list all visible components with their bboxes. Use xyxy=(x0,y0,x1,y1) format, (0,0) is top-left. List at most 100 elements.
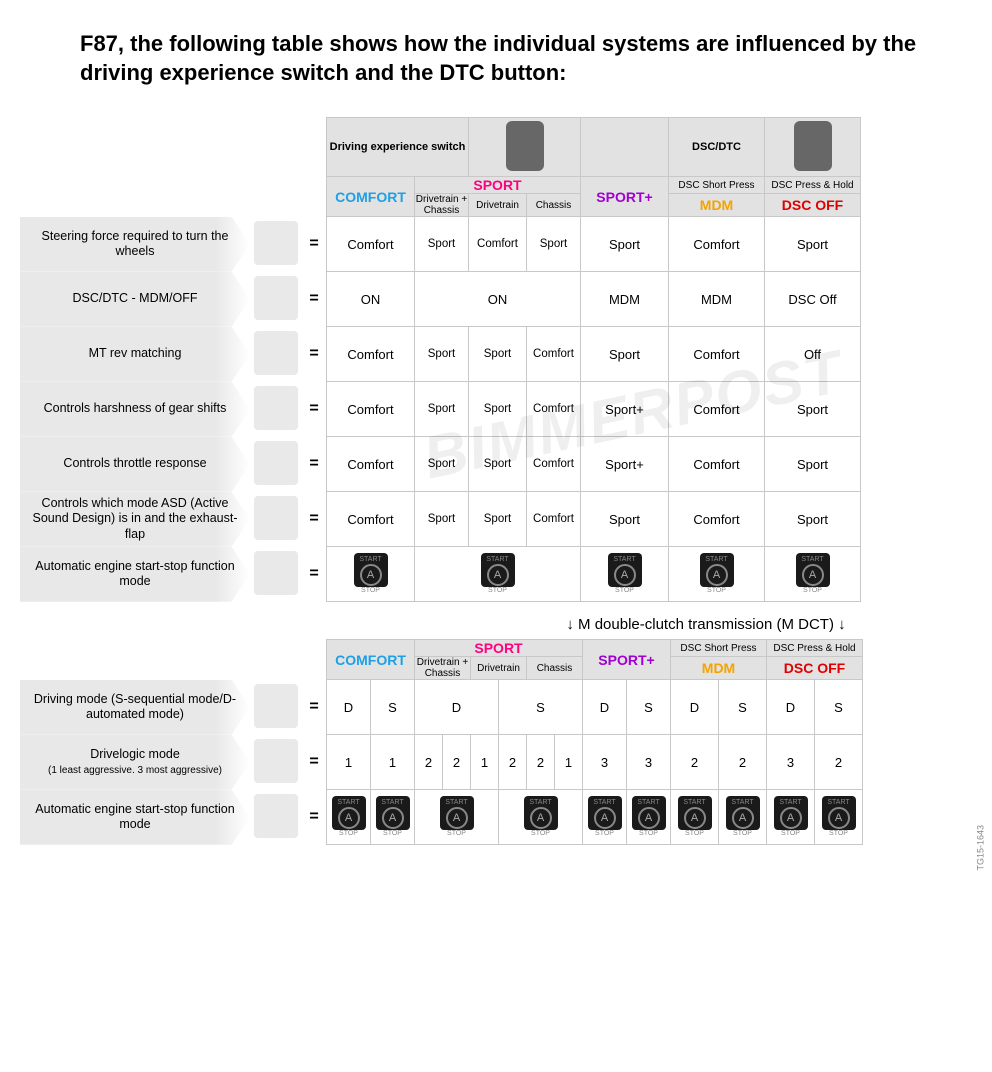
table-cell: MDM xyxy=(669,272,765,327)
dct-col-comfort: COMFORT xyxy=(335,652,406,668)
col-sport-sub3: Chassis xyxy=(527,194,581,217)
start-stop-icon: STARTASTOP xyxy=(678,796,712,830)
equals: = xyxy=(302,680,327,735)
table-cell: 2 xyxy=(499,735,527,790)
table-cell: Sport xyxy=(581,327,669,382)
table-cell: 1 xyxy=(555,735,583,790)
col-dsc-hold: DSC Press & Hold xyxy=(765,180,860,191)
table-cell: Comfort xyxy=(527,327,581,382)
table-cell: Sport+ xyxy=(581,437,669,492)
table-cell: Sport xyxy=(415,492,469,547)
row-label: DSC/DTC - MDM/OFF xyxy=(20,272,250,327)
table-cell: 3 xyxy=(627,735,671,790)
start-stop-icon: STARTASTOP xyxy=(332,796,366,830)
start-stop-icon: STARTASTOP xyxy=(440,796,474,830)
table-cell: Sport xyxy=(765,217,861,272)
equals: = xyxy=(302,217,327,272)
table-cell: Comfort xyxy=(669,492,765,547)
row-label: Automatic engine start-stop function mod… xyxy=(20,547,250,602)
table-cell: Comfort xyxy=(327,437,415,492)
table-cell: Sport+ xyxy=(581,382,669,437)
component-icon xyxy=(254,739,298,783)
start-stop-icon: STARTASTOP xyxy=(822,796,856,830)
table-cell: S xyxy=(815,680,863,735)
table-cell: STARTASTOP xyxy=(415,547,581,602)
side-code: TG15-1643 xyxy=(976,825,986,871)
row-label: Controls harshness of gear shifts xyxy=(20,382,250,437)
component-icon xyxy=(254,794,298,838)
table-cell: Comfort xyxy=(327,492,415,547)
table-cell: Sport xyxy=(765,492,861,547)
equals: = xyxy=(302,492,327,547)
table-cell: Comfort xyxy=(327,327,415,382)
equals: = xyxy=(302,547,327,602)
component-icon xyxy=(254,441,298,485)
table-cell: STARTASTOP xyxy=(719,790,767,845)
table-cell: Comfort xyxy=(669,327,765,382)
table-cell: 2 xyxy=(815,735,863,790)
table-cell: 3 xyxy=(767,735,815,790)
table-cell: STARTASTOP xyxy=(371,790,415,845)
col-comfort: COMFORT xyxy=(335,189,406,205)
component-icon xyxy=(254,331,298,375)
table-cell: 2 xyxy=(719,735,767,790)
start-stop-icon: STARTASTOP xyxy=(376,796,410,830)
table-cell: STARTASTOP xyxy=(583,790,627,845)
table-cell: 2 xyxy=(671,735,719,790)
col-dsc-short: DSC Short Press xyxy=(669,180,764,191)
table-cell: D xyxy=(671,680,719,735)
table-cell: Sport xyxy=(765,382,861,437)
dct-sport-sub3: Chassis xyxy=(527,657,583,680)
dct-sport-sub1: Drivetrain + Chassis xyxy=(415,657,471,680)
table-cell: STARTASTOP xyxy=(669,547,765,602)
dct-col-sportplus: SPORT+ xyxy=(598,652,654,668)
start-stop-icon: STARTASTOP xyxy=(588,796,622,830)
table-cell: Sport xyxy=(469,492,527,547)
col-dscoff: DSC OFF xyxy=(782,197,843,213)
table-cell: D xyxy=(583,680,627,735)
table-cell: 1 xyxy=(471,735,499,790)
page-title: F87, the following table shows how the i… xyxy=(80,30,932,87)
dsc-dtc-header: DSC/DTC xyxy=(692,141,741,153)
table-cell: Sport xyxy=(469,327,527,382)
table-cell: Comfort xyxy=(327,382,415,437)
table-cell: ON xyxy=(415,272,581,327)
table-cell: D xyxy=(327,680,371,735)
table-cell: 2 xyxy=(443,735,471,790)
start-stop-icon: STARTASTOP xyxy=(608,553,642,587)
row-label: Controls throttle response xyxy=(20,437,250,492)
start-stop-icon: STARTASTOP xyxy=(796,553,830,587)
col-sportplus: SPORT+ xyxy=(596,189,652,205)
component-icon xyxy=(254,386,298,430)
dct-col-sport: SPORT xyxy=(474,640,522,656)
dct-col-mdm: MDM xyxy=(702,660,735,676)
row-label: Steering force required to turn the whee… xyxy=(20,217,250,272)
table-cell: D xyxy=(767,680,815,735)
table-cell: 2 xyxy=(527,735,555,790)
table-dct: COMFORT SPORT SPORT+ DSC Short Press DSC… xyxy=(20,639,863,845)
table-cell: STARTASTOP xyxy=(327,547,415,602)
table-cell: 1 xyxy=(327,735,371,790)
table-cell: 1 xyxy=(371,735,415,790)
col-sport-sub1: Drivetrain + Chassis xyxy=(415,194,469,217)
equals: = xyxy=(302,437,327,492)
start-stop-icon: STARTASTOP xyxy=(632,796,666,830)
table-cell: Comfort xyxy=(469,217,527,272)
table-cell: Comfort xyxy=(669,382,765,437)
dct-col-dsc-short: DSC Short Press xyxy=(671,643,766,654)
col-mdm: MDM xyxy=(700,197,733,213)
table-cell: Sport xyxy=(765,437,861,492)
table-cell: 3 xyxy=(583,735,627,790)
table-cell: S xyxy=(719,680,767,735)
table-cell: Sport xyxy=(415,437,469,492)
col-sport: SPORT xyxy=(473,177,521,193)
table-cell: Sport xyxy=(415,217,469,272)
table-cell: Comfort xyxy=(669,217,765,272)
table-cell: ON xyxy=(327,272,415,327)
table-cell: Sport xyxy=(527,217,581,272)
table-cell: Sport xyxy=(469,382,527,437)
row-label: MT rev matching xyxy=(20,327,250,382)
equals: = xyxy=(302,735,327,790)
row-label: Drivelogic mode(1 least aggressive. 3 mo… xyxy=(20,735,250,790)
table-cell: MDM xyxy=(581,272,669,327)
